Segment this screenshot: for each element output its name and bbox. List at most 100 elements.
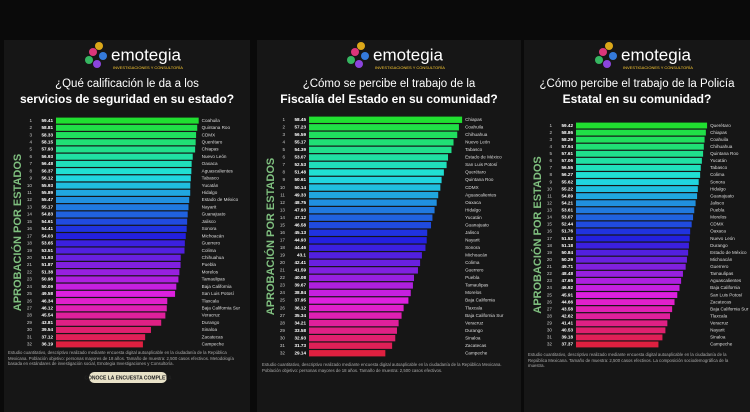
category-label: Campeche (465, 350, 488, 355)
category-label: Coahuila (710, 137, 729, 142)
bar (56, 283, 177, 290)
value-label: 58.15 (42, 139, 54, 144)
value-label: 48.48 (562, 271, 574, 276)
rank: 15 (280, 222, 286, 227)
value-label: 51.93 (42, 255, 54, 260)
rank: 3 (282, 132, 285, 137)
rank: 29 (27, 320, 33, 325)
category-label: Michoacán (710, 257, 733, 262)
category-label: San Luis Potosí (202, 291, 235, 296)
rank: 21 (280, 268, 286, 273)
bar (309, 259, 421, 267)
category-label: Quintana Roo (465, 177, 494, 182)
category-label: Estado de México (465, 155, 502, 160)
logo-dot (595, 56, 603, 64)
bar (56, 153, 193, 160)
rank: 24 (27, 284, 33, 289)
button-label[interactable]: CONOCE LA ENCUESTA COMPLETA (84, 375, 172, 381)
rank: 14 (280, 215, 286, 220)
value-label: 39.67 (295, 283, 307, 288)
category-label: Tamaulipas (710, 271, 734, 276)
bar (56, 233, 186, 240)
value-label: 55.22 (562, 186, 574, 191)
rank: 2 (29, 125, 32, 130)
rank: 31 (280, 343, 286, 348)
bar (309, 229, 428, 236)
value-label: 50.14 (295, 185, 307, 190)
category-label: Zacatecas (202, 334, 224, 339)
value-label: 58.81 (42, 125, 54, 130)
rank: 23 (27, 277, 33, 282)
bar (56, 254, 181, 261)
category-label: Veracruz (202, 313, 221, 318)
rank: 7 (549, 165, 552, 170)
rank: 20 (280, 260, 286, 265)
category-label: Aguascalientes (465, 192, 497, 197)
category-label: Coahuila (465, 125, 484, 130)
value-label: 53.51 (42, 248, 54, 253)
rank: 30 (27, 327, 33, 332)
category-label: Quintana Roo (710, 151, 739, 156)
value-label: 59.41 (42, 118, 54, 123)
bar (576, 207, 695, 214)
button[interactable]: CONOCE LA ENCUESTA COMPLETA (84, 372, 172, 383)
value-label: 56.12 (42, 176, 54, 181)
bar (309, 161, 447, 169)
category-label: Puebla (710, 208, 725, 213)
rank: 6 (29, 154, 32, 159)
rank: 1 (29, 118, 32, 123)
rank: 18 (547, 243, 553, 248)
bar (309, 335, 396, 342)
value-label: 49.71 (562, 264, 574, 269)
category-label: Morelos (202, 269, 219, 274)
rank: 9 (282, 177, 285, 182)
value-label: 58.29 (562, 137, 574, 142)
value-label: 41.41 (562, 321, 574, 326)
bar (309, 222, 432, 229)
rank: 26 (280, 305, 286, 310)
value-label: 54.39 (295, 147, 307, 152)
rank: 26 (27, 298, 33, 303)
category-label: Chiapas (202, 147, 220, 152)
rank: 28 (547, 313, 553, 318)
rank: 12 (27, 197, 33, 202)
category-label: Colima (202, 248, 217, 253)
bar (309, 131, 458, 138)
rank: 15 (27, 219, 33, 224)
category-label: Baja California (202, 284, 232, 289)
rank: 17 (547, 236, 553, 241)
category-label: Sinaloa (710, 335, 726, 340)
rank: 27 (547, 306, 553, 311)
rank: 4 (282, 140, 285, 145)
rank: 4 (29, 139, 32, 144)
value-label: 51.87 (42, 262, 54, 267)
logo-dot (609, 52, 617, 60)
value-label: 41.59 (295, 268, 307, 273)
value-label: 56.27 (562, 172, 574, 177)
value-label: 47.12 (295, 215, 307, 220)
category-label: Nayarit (465, 237, 480, 242)
bar (576, 172, 701, 178)
value-label: 29.14 (295, 350, 307, 355)
logo-dot (355, 60, 363, 68)
bar (309, 267, 418, 274)
category-label: Sonora (710, 179, 725, 184)
bar (576, 186, 698, 193)
bar (576, 235, 690, 242)
value-label: 54.03 (42, 233, 54, 238)
rank: 1 (282, 117, 285, 122)
bar (56, 298, 168, 305)
category-label: Guerrero (710, 264, 729, 269)
rank: 30 (280, 335, 286, 340)
category-label: CDMX (465, 185, 479, 190)
value-label: 56.93 (42, 154, 54, 159)
bar (576, 299, 675, 306)
value-label: 52.53 (295, 162, 307, 167)
category-label: Baja California (710, 285, 740, 290)
rank: 22 (547, 271, 553, 276)
value-label: 54.83 (42, 212, 54, 217)
value-label: 48.75 (295, 200, 307, 205)
value-label: 49.58 (42, 291, 54, 296)
category-label: Campeche (710, 342, 733, 347)
